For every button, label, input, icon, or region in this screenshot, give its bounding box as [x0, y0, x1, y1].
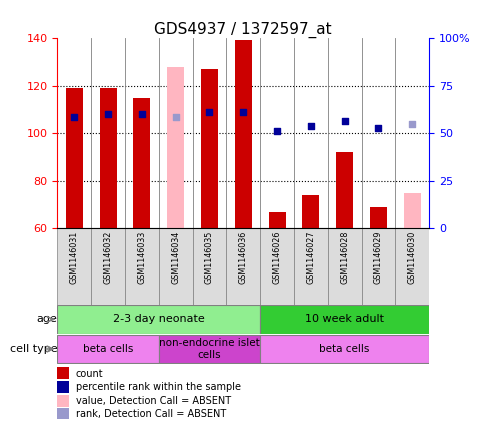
Bar — [370, 207, 387, 228]
Text: GSM1146031: GSM1146031 — [70, 231, 79, 284]
Text: cell type: cell type — [10, 344, 57, 354]
Bar — [133, 98, 150, 228]
Bar — [125, 228, 159, 305]
Bar — [227, 228, 260, 305]
Point — [374, 125, 382, 132]
Text: count: count — [76, 369, 104, 379]
Bar — [193, 228, 227, 305]
Bar — [302, 195, 319, 228]
Point — [172, 113, 180, 120]
Text: value, Detection Call = ABSENT: value, Detection Call = ABSENT — [76, 396, 231, 406]
Bar — [328, 228, 362, 305]
Bar — [268, 212, 285, 228]
Bar — [260, 228, 294, 305]
Text: GSM1146032: GSM1146032 — [104, 231, 113, 284]
Bar — [260, 335, 429, 363]
Text: percentile rank within the sample: percentile rank within the sample — [76, 382, 241, 393]
Point — [408, 121, 416, 127]
Text: beta cells: beta cells — [83, 344, 133, 354]
Point — [138, 111, 146, 118]
Bar — [57, 381, 68, 393]
Bar — [66, 88, 83, 228]
Text: GSM1146028: GSM1146028 — [340, 231, 349, 284]
Text: GSM1146030: GSM1146030 — [408, 231, 417, 284]
Point — [70, 113, 78, 120]
Text: non-endocrine islet
cells: non-endocrine islet cells — [159, 338, 260, 360]
Text: GSM1146034: GSM1146034 — [171, 231, 180, 284]
Bar — [57, 367, 68, 379]
Bar — [57, 395, 68, 407]
Bar — [57, 305, 260, 334]
Text: GSM1146033: GSM1146033 — [137, 231, 146, 284]
Bar — [260, 305, 429, 334]
Bar — [201, 69, 218, 228]
Point — [273, 127, 281, 134]
Text: GSM1146036: GSM1146036 — [239, 231, 248, 284]
Bar — [362, 228, 395, 305]
Title: GDS4937 / 1372597_at: GDS4937 / 1372597_at — [155, 22, 332, 38]
Bar — [167, 67, 184, 228]
Point — [307, 123, 315, 129]
Bar — [57, 335, 159, 363]
Point — [206, 108, 214, 115]
Bar — [336, 152, 353, 228]
Bar — [235, 41, 251, 228]
Bar — [100, 88, 117, 228]
Point — [104, 111, 112, 118]
Text: GSM1146027: GSM1146027 — [306, 231, 315, 284]
Bar — [57, 408, 68, 420]
Bar — [395, 228, 429, 305]
Bar — [91, 228, 125, 305]
Bar — [404, 193, 421, 228]
Text: 10 week adult: 10 week adult — [305, 314, 384, 324]
Point — [239, 108, 247, 115]
Text: rank, Detection Call = ABSENT: rank, Detection Call = ABSENT — [76, 409, 226, 419]
Text: age: age — [36, 314, 57, 324]
Bar — [159, 335, 260, 363]
Bar — [57, 228, 91, 305]
Text: GSM1146035: GSM1146035 — [205, 231, 214, 284]
Text: beta cells: beta cells — [319, 344, 370, 354]
Text: 2-3 day neonate: 2-3 day neonate — [113, 314, 205, 324]
Bar — [159, 228, 193, 305]
Point — [341, 118, 349, 125]
Text: GSM1146029: GSM1146029 — [374, 231, 383, 284]
Text: GSM1146026: GSM1146026 — [272, 231, 281, 284]
Bar — [294, 228, 328, 305]
